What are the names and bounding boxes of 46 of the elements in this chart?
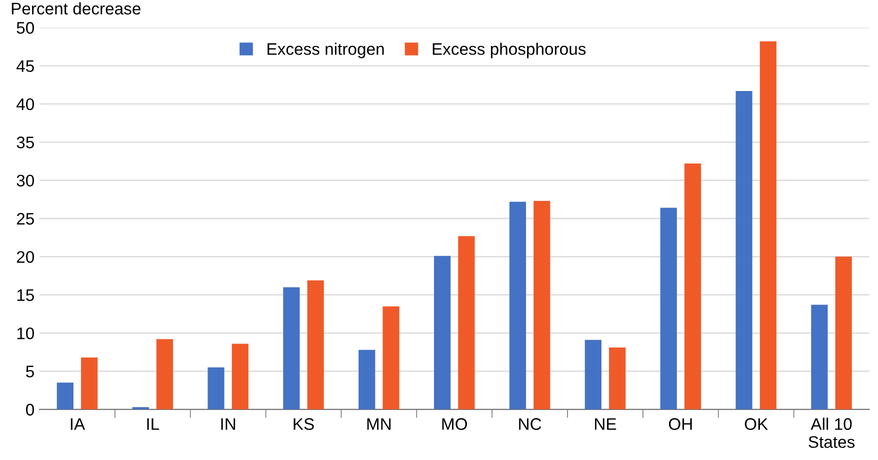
bar — [736, 90, 752, 410]
bar — [684, 164, 702, 410]
bar — [434, 256, 451, 410]
bar — [56, 382, 74, 410]
x-tick-label: IN — [221, 418, 236, 430]
y-tick-label: 50 — [16, 22, 34, 34]
y-tick-label: 20 — [16, 251, 34, 263]
bar — [358, 350, 376, 410]
legend-label: Excess nitrogen — [268, 42, 384, 58]
x-tick-label: All 10 States — [808, 418, 855, 448]
x-tick-label: IL — [147, 418, 160, 430]
bar — [458, 236, 475, 410]
bar — [835, 256, 852, 410]
x-tick-label: OH — [668, 418, 692, 430]
y-tick-label: 5 — [26, 366, 34, 378]
legend-label: Excess phosphorous — [432, 42, 586, 58]
y-tick-label: 45 — [16, 60, 34, 72]
bar — [760, 41, 776, 410]
bar — [382, 306, 400, 410]
bar — [283, 287, 300, 410]
y-tick-label: 25 — [16, 212, 34, 225]
x-tick-label: NC — [519, 418, 542, 430]
bar — [156, 339, 174, 410]
x-tick-label: NE — [595, 418, 616, 430]
bar — [534, 200, 550, 410]
y-tick-label: 40 — [16, 98, 34, 110]
bar — [608, 348, 626, 410]
y-tick-label: 0 — [26, 404, 34, 416]
bar — [509, 202, 526, 410]
x-tick-label: MN — [367, 418, 391, 430]
bar — [232, 344, 248, 410]
y-tick-label: 15 — [17, 289, 34, 302]
bar — [307, 280, 324, 410]
y-tick-label: 30 — [16, 174, 34, 187]
y-tick-label: 35 — [16, 136, 34, 148]
x-tick-label: KS — [294, 418, 314, 430]
x-tick-label: MO — [442, 418, 467, 430]
bar — [660, 208, 677, 410]
y-tick-label: 10 — [17, 327, 34, 340]
bar — [584, 340, 602, 410]
x-tick-label: IA — [70, 418, 86, 430]
y-axis-title: Percent decrease — [12, 2, 140, 15]
x-tick-label: OK — [744, 418, 768, 430]
bar — [208, 367, 224, 410]
bar — [80, 357, 98, 410]
bar — [811, 304, 828, 410]
